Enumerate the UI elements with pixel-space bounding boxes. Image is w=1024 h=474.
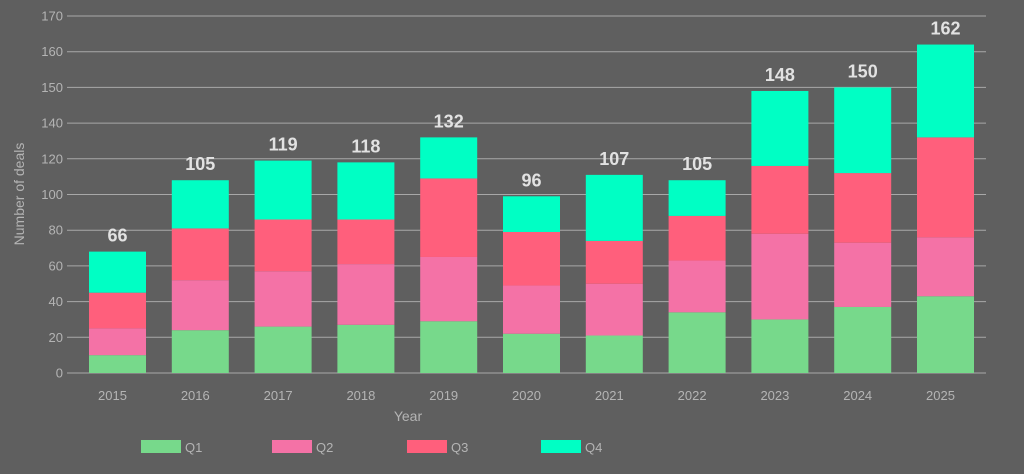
legend-label: Q1 <box>185 440 202 455</box>
bar-segment-q1-2016 <box>171 330 229 373</box>
y-tick-label: 100 <box>41 187 63 202</box>
bar-segment-q1-2025 <box>917 296 974 373</box>
x-axis-title: Year <box>394 408 423 424</box>
bar-segment-q4-2015 <box>89 251 146 293</box>
legend-label: Q2 <box>316 440 333 455</box>
y-tick-label: 150 <box>41 80 63 95</box>
bar-segment-q3-2022 <box>668 215 726 261</box>
bar-segment-q4-2024 <box>834 87 892 174</box>
bar-segment-q2-2015 <box>89 328 146 356</box>
x-tick-label: 2025 <box>926 388 955 403</box>
legend-swatch-q1 <box>141 440 181 453</box>
y-tick-label: 160 <box>41 44 63 59</box>
bar-segment-q4-2018 <box>337 162 395 220</box>
bar-segment-q2-2022 <box>668 260 726 313</box>
total-label: 107 <box>599 149 629 169</box>
x-axis-ticks: 2015 2016 2017 2018 2019 2020 2021 2022 2023 2024… <box>98 388 955 403</box>
bar-segment-q1-2015 <box>89 355 146 373</box>
total-label: 96 <box>521 170 541 190</box>
bar-segment-q2-2025 <box>917 237 974 297</box>
bar-segment-q3-2017 <box>254 219 312 272</box>
x-tick-label: 2023 <box>760 388 789 403</box>
total-label: 66 <box>107 226 127 246</box>
total-label: 162 <box>930 19 960 39</box>
bars <box>89 44 974 373</box>
bar-segment-q2-2023 <box>751 233 809 320</box>
bar-segment-q2-2018 <box>337 264 395 325</box>
x-tick-label: 2022 <box>678 388 707 403</box>
bar-segment-q2-2016 <box>171 280 229 331</box>
bar-segment-q3-2016 <box>171 228 229 281</box>
legend-label: Q4 <box>585 440 602 455</box>
total-label: 148 <box>765 65 795 85</box>
legend: Q1 Q2 Q3 Q4 <box>141 440 602 455</box>
x-tick-label: 2021 <box>595 388 624 403</box>
bar-segment-q2-2021 <box>585 283 643 336</box>
total-label: 118 <box>351 136 380 156</box>
bar-segment-q4-2017 <box>254 160 312 220</box>
legend-label: Q3 <box>451 440 468 455</box>
bar-segment-q1-2019 <box>420 321 478 373</box>
bar-segment-q1-2020 <box>503 333 560 373</box>
bar-segment-q3-2018 <box>337 219 395 265</box>
y-axis-ticks: 0 20 40 60 80 100 120 140 150 160 170 <box>41 9 63 381</box>
x-tick-label: 2018 <box>346 388 375 403</box>
legend-swatch-q3 <box>407 440 447 453</box>
bar-segment-q3-2019 <box>420 178 478 257</box>
bar-segment-q2-2017 <box>254 271 312 327</box>
y-tick-label: 40 <box>49 294 63 309</box>
bar-segment-q1-2017 <box>254 326 312 373</box>
legend-swatch-q4 <box>541 440 581 453</box>
bar-segment-q4-2020 <box>503 196 560 232</box>
bar-segment-q2-2019 <box>420 256 478 322</box>
bar-segment-q3-2020 <box>503 231 560 286</box>
x-tick-label: 2017 <box>264 388 293 403</box>
bar-segment-q4-2025 <box>917 44 974 138</box>
y-tick-label: 80 <box>49 223 63 238</box>
total-label: 119 <box>269 135 298 155</box>
y-tick-label: 60 <box>49 258 63 273</box>
bar-segment-q3-2021 <box>585 240 643 284</box>
bar-segment-q3-2015 <box>89 292 146 329</box>
bar-segment-q4-2021 <box>585 174 643 241</box>
bar-segment-q1-2024 <box>834 306 892 373</box>
y-axis-title: Number of deals <box>11 143 27 246</box>
bar-segment-q1-2023 <box>751 319 809 373</box>
bar-segment-q2-2020 <box>503 285 560 334</box>
bar-segment-q2-2024 <box>834 242 892 307</box>
y-tick-label: 140 <box>41 116 63 131</box>
bar-segment-q3-2023 <box>751 165 809 234</box>
x-tick-label: 2015 <box>98 388 127 403</box>
bar-segment-q1-2018 <box>337 324 395 373</box>
bar-segment-q1-2022 <box>668 312 726 373</box>
bar-segment-q3-2024 <box>834 173 892 243</box>
total-labels: 66 105 119 118 132 96 107 105 148 150 162 <box>107 19 960 246</box>
y-tick-label: 120 <box>41 151 63 166</box>
y-tick-label: 20 <box>49 330 63 345</box>
bar-segment-q3-2025 <box>917 137 974 238</box>
bar-segment-q1-2021 <box>585 335 643 373</box>
y-tick-label: 170 <box>41 9 63 24</box>
legend-swatch-q2 <box>272 440 312 453</box>
bar-segment-q4-2019 <box>420 137 478 179</box>
bar-segment-q4-2023 <box>751 90 809 166</box>
y-tick-label: 0 <box>56 366 63 381</box>
bar-segment-q4-2022 <box>668 180 726 216</box>
total-label: 105 <box>682 154 712 174</box>
total-label: 105 <box>185 154 215 174</box>
total-label: 132 <box>434 111 464 131</box>
total-label: 150 <box>848 61 878 81</box>
bar-segment-q4-2016 <box>171 180 229 229</box>
x-tick-label: 2020 <box>512 388 541 403</box>
x-tick-label: 2016 <box>181 388 210 403</box>
x-tick-label: 2024 <box>843 388 872 403</box>
x-tick-label: 2019 <box>429 388 458 403</box>
